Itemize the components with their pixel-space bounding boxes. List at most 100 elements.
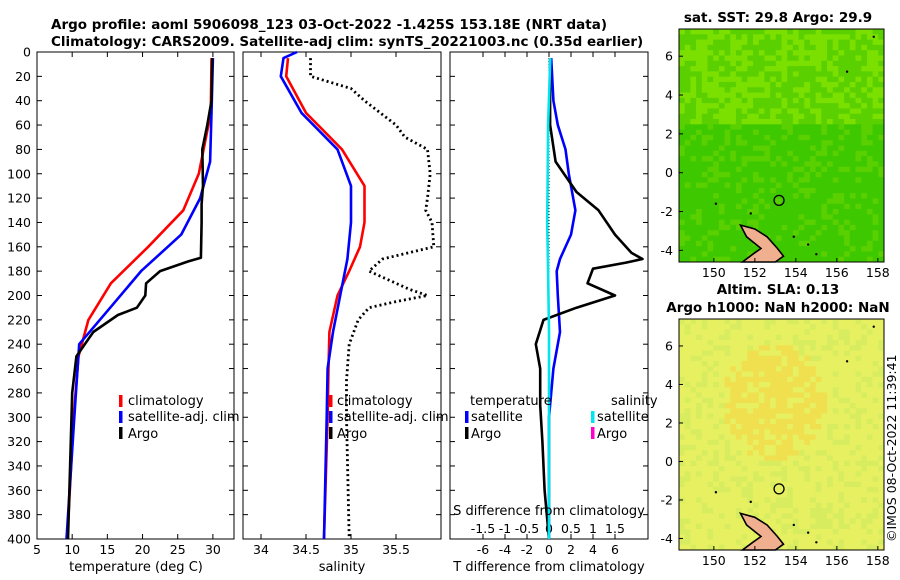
map-cell [735,50,743,56]
map-cell [861,371,868,378]
map-cell [781,529,788,535]
map-cell [753,487,760,493]
map-cell [707,471,714,477]
map-cell [730,502,737,509]
map-cell [684,476,691,483]
map-cell [804,329,811,336]
map-cell [821,81,828,88]
map-cell [724,439,731,446]
map-cell [753,81,760,88]
map-cell [775,450,782,456]
map-cell [713,471,720,477]
map-cell [707,345,714,351]
map-cell [878,476,885,483]
map-cell [753,97,760,104]
map-cell [753,214,760,221]
map-cell [741,156,748,162]
map-cell [827,466,834,472]
map-cell [849,460,856,467]
temperature-xlabel: temperature (deg C) [69,560,203,575]
map-cell [724,523,731,530]
map-cell [679,502,686,509]
map-cell [821,376,828,383]
map-cell [735,246,743,252]
map-cell [730,182,737,189]
map-cell [849,66,856,72]
map-cell [718,230,725,236]
map-cell [758,97,765,104]
map-cell [838,44,845,51]
map-cell [781,92,788,99]
map-cell [735,518,743,525]
map-cell [832,539,839,546]
map-cell [838,345,845,351]
map-cell [844,361,851,367]
map-cell [838,361,845,367]
map-cell [741,113,748,120]
map-cell [701,418,708,425]
map-cell [861,387,868,393]
map-cell [679,366,686,372]
map-cell [679,392,686,399]
map-cell [764,518,771,525]
map-cell [713,256,720,263]
map-cell [684,324,691,330]
map-cell [827,166,834,173]
map-cell [730,403,737,409]
map-cell [798,439,805,446]
map-cell [718,350,725,357]
map-cell [855,171,862,178]
map-cell [838,382,845,388]
map-cell [747,329,754,336]
map-cell [849,177,856,183]
map-cell [718,460,725,467]
map-cell [775,44,782,51]
map-cell [679,334,686,341]
map-cell [855,193,862,199]
map-cell [821,108,828,115]
map-cell [872,219,879,226]
map-cell [827,97,834,104]
map-cell [684,471,691,477]
y-tick-label: 220 [7,312,31,327]
map-cell [713,534,720,540]
map-cell [753,87,760,93]
y-tick-label: 20 [15,69,31,84]
map-cell [787,44,794,51]
map-cell [872,355,879,362]
map-cell [679,171,686,178]
map-cell [679,71,686,78]
map-cell [713,44,720,51]
map-cell [798,60,805,67]
map-cell [815,140,822,146]
map-cell [753,371,760,378]
map-cell [838,413,845,420]
map-cell [861,71,868,78]
map-cell [764,502,771,509]
map-cell [735,224,743,231]
map-cell [815,71,822,78]
map-cell [713,392,720,399]
map-cell [770,319,777,325]
map-cell [775,39,782,46]
map-cell [804,246,811,252]
map-cell [809,460,817,467]
map-cell [832,119,839,125]
map-cell [781,413,788,420]
map-cell [764,403,771,409]
map-cell [849,193,856,199]
legend-swatch-argo [119,427,123,439]
map-cell [764,439,771,446]
map-cell [878,156,885,162]
map-cell [872,161,879,168]
map-cell [775,523,782,530]
map-cell [855,256,862,263]
map-cell [866,502,874,509]
map-cell [844,487,851,493]
map-cell [832,240,839,247]
map-cell [878,413,885,420]
map-cell [770,71,777,78]
map-cell [872,193,879,199]
map-cell [804,434,811,441]
map-cell [781,251,788,258]
